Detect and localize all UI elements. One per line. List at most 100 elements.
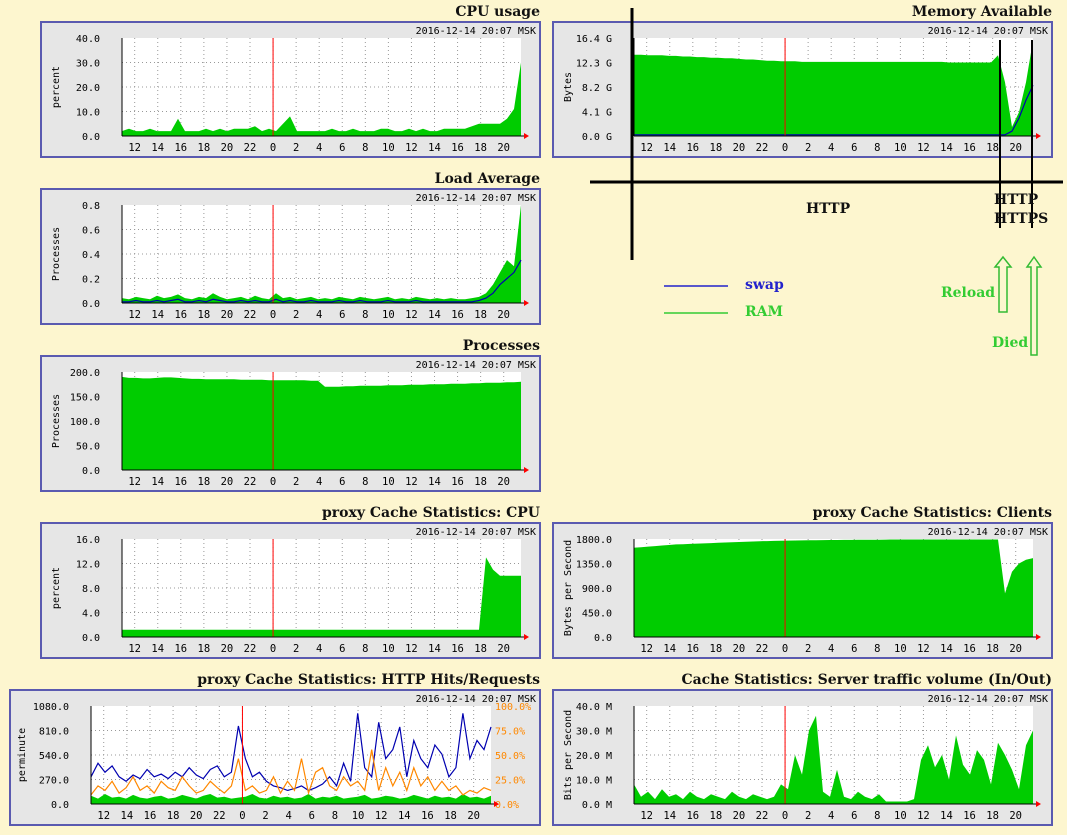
x-tick-label: 20 [733,810,746,822]
cpu-usage-chart: 2016-12-14 20:07 MSK 40.0 30.0 20.0 10.0 0.0 p… [40,21,541,158]
x-tick-label: 18 [474,476,487,488]
x-tick-label: 22 [756,643,769,655]
x-tick-label: 14 [151,643,164,655]
x-tick-label: 20 [1009,643,1022,655]
y-tick-label: 20.0 [76,83,100,94]
x-tick-label: 6 [339,476,345,488]
x-tick-label: 0 [270,643,276,655]
x-axis-arrow-icon [524,634,529,640]
y-tick-label: 0.0 G [582,132,612,143]
x-tick-label: 6 [851,142,857,154]
y-tick-label: 0.0 [82,633,100,644]
x-tick-label: 18 [198,643,211,655]
x-tick-label: 0 [270,476,276,488]
x-tick-label: 18 [444,810,457,822]
x-tick-label: 18 [986,643,999,655]
cpu-title: CPU usage [455,4,540,20]
x-tick-label: 10 [894,142,907,154]
hits-svg: 2016-12-14 20:07 MSK1080.0810.0540.0270.… [17,694,536,822]
y-tick-label: 270.0 [39,776,69,787]
x-axis-arrow-icon [524,300,529,306]
x-tick-label: 14 [428,476,441,488]
x-tick-label: 16 [174,142,187,154]
y-tick-label: 0.0 [594,633,612,644]
x-axis-arrow-icon [494,801,499,807]
x-tick-label: 16 [963,810,976,822]
x-tick-label: 14 [663,810,676,822]
y-tick-label: 40.0 [76,34,100,45]
y-tick-label: 450.0 [582,609,612,620]
cpu-svg: 2016-12-14 20:07 MSK 40.0 30.0 20.0 10.0 0.0 p… [51,26,536,154]
x-tick-label: 2 [293,476,299,488]
y2-tick-label: 50.0% [495,751,525,762]
x-tick-label: 12 [405,476,418,488]
load-average-chart: 2016-12-14 20:07 MSK 0.8 0.6 0.4 0.2 0.0 Proce… [40,188,541,325]
y-axis-label: Processes [51,394,62,448]
x-tick-label: 10 [352,810,365,822]
x-tick-label: 12 [917,142,930,154]
y-tick-label: 10.0 M [576,776,612,787]
proxy-cpu-chart: 2016-12-14 20:07 MSK 16.0 12.0 8.0 4.0 0.0 per… [40,522,541,659]
x-tick-label: 18 [986,142,999,154]
clients-chart: 2016-12-14 20:07 MSK 1800.0 1350.0 900.0 450… [552,522,1053,659]
y-tick-label: 4.0 [82,609,100,620]
x-tick-label: 18 [198,142,211,154]
plot-area [122,205,521,303]
legend-swap-label: swap [745,277,784,293]
x-tick-label: 22 [756,810,769,822]
x-tick-label: 0 [782,142,788,154]
x-tick-label: 8 [874,142,880,154]
x-tick-label: 20 [733,643,746,655]
x-tick-label: 18 [474,142,487,154]
x-tick-label: 12 [405,643,418,655]
memory-chart: 2016-12-14 20:07 MSK 16.4 G 12.3 G 8.2 G 4.1… [552,21,1053,158]
y-tick-label: 16.4 G [576,34,612,45]
x-tick-label: 20 [733,142,746,154]
series-area-0 [91,794,491,804]
y-tick-label: 810.0 [39,727,69,738]
y-axis-label: percent [51,567,62,609]
x-tick-label: 12 [917,810,930,822]
y-tick-label: 20.0 M [576,751,612,762]
x-tick-label: 16 [686,643,699,655]
x-tick-label: 20 [1009,810,1022,822]
y2-tick-label: 75.0% [495,727,525,738]
x-tick-label: 14 [151,309,164,321]
x-tick-label: 6 [851,810,857,822]
processes-chart: 2016-12-14 20:07 MSK 200.0 150.0 100.0 50.0 0… [40,355,541,492]
x-tick-label: 18 [710,810,723,822]
x-tick-label: 0 [270,142,276,154]
y-tick-label: 30.0 M [576,727,612,738]
x-tick-label: 2 [293,142,299,154]
x-tick-label: 16 [451,309,464,321]
y2-tick-label: 25.0% [495,776,525,787]
series-line-1 [122,259,522,303]
x-tick-label: 6 [339,309,345,321]
x-tick-label: 10 [382,309,395,321]
x-tick-label: 12 [128,643,141,655]
x-tick-label: 18 [474,309,487,321]
x-tick-label: 14 [151,142,164,154]
x-tick-label: 4 [316,142,322,154]
y-tick-label: 0.0 [51,800,69,811]
x-tick-label: 10 [382,643,395,655]
series-area-0 [122,62,521,136]
x-tick-label: 20 [221,309,234,321]
x-tick-label: 4 [316,643,322,655]
y-axis-label: Bytes [563,72,574,102]
y-tick-label: 12.0 [76,560,100,571]
x-tick-label: 20 [467,810,480,822]
x-tick-label: 20 [221,142,234,154]
y-tick-label: 1080.0 [33,702,69,713]
https-label: HTTPS [994,211,1049,227]
x-tick-label: 14 [121,810,134,822]
y-tick-label: 10.0 [76,108,100,119]
timestamp-label: 2016-12-14 20:07 MSK [416,694,536,705]
x-tick-label: 16 [421,810,434,822]
plot-area [122,539,521,637]
y-axis-label: Bits per Second [563,710,574,800]
y-axis-label: Bytes per Second [563,540,574,636]
x-tick-label: 14 [428,142,441,154]
x-tick-label: 8 [874,810,880,822]
